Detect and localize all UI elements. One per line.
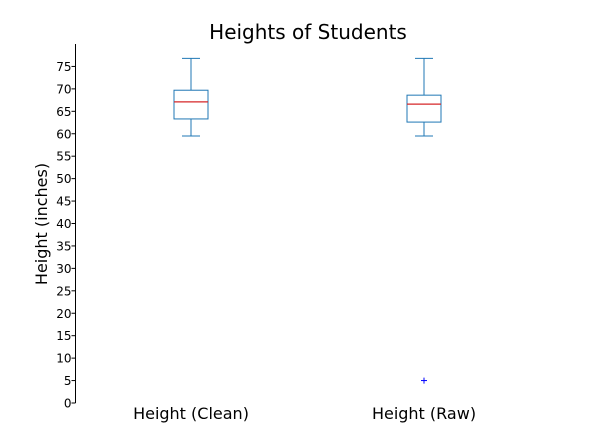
y-tick-label: 50 bbox=[56, 172, 71, 186]
y-tick-label: 20 bbox=[56, 307, 71, 321]
y-tick-label: 75 bbox=[56, 60, 71, 74]
y-axis-ticks: 0 5 10 15 20 25 30 35 40 45 50 55 60 65 70 75 bbox=[56, 60, 76, 411]
outlier-point bbox=[421, 377, 427, 384]
x-category-label: Height (Clean) bbox=[133, 404, 249, 423]
y-tick-label: 10 bbox=[56, 352, 71, 366]
y-tick-label: 15 bbox=[56, 329, 71, 343]
y-tick-label: 35 bbox=[56, 239, 71, 253]
iqr-box bbox=[406, 94, 442, 123]
y-tick-label: 45 bbox=[56, 195, 71, 209]
y-tick-label: 25 bbox=[56, 284, 71, 298]
y-tick-label: 60 bbox=[56, 127, 71, 141]
x-category-label: Height (Raw) bbox=[372, 404, 476, 423]
box-group bbox=[406, 57, 442, 384]
box-plot-series bbox=[173, 57, 442, 384]
chart-title: Heights of Students bbox=[209, 20, 407, 44]
y-tick-label: 65 bbox=[56, 105, 71, 119]
box-group bbox=[173, 57, 209, 137]
iqr-box bbox=[173, 89, 209, 120]
y-tick-label: 0 bbox=[64, 397, 72, 411]
y-tick-label: 70 bbox=[56, 82, 71, 96]
y-tick-label: 30 bbox=[56, 262, 71, 276]
x-axis-category-labels: Height (Clean) Height (Raw) bbox=[133, 404, 476, 423]
y-axis-label: Height (inches) bbox=[32, 163, 51, 285]
y-tick-label: 40 bbox=[56, 217, 71, 231]
y-tick-label: 5 bbox=[64, 374, 72, 388]
y-tick-label: 55 bbox=[56, 150, 71, 164]
